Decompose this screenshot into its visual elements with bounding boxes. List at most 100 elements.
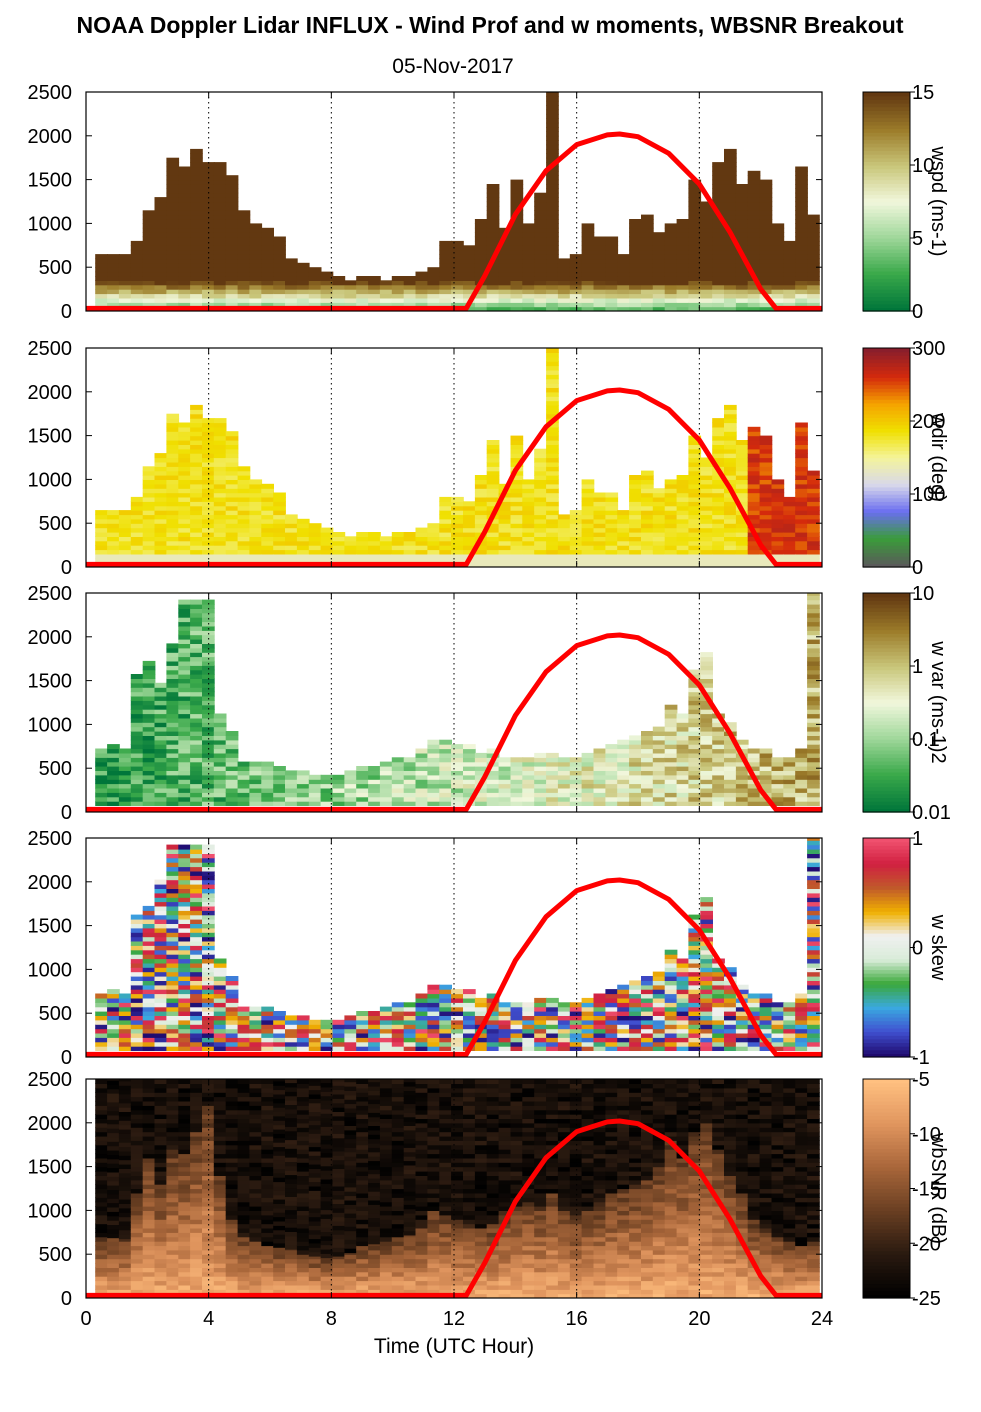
heatmap-cell [522, 757, 535, 763]
heatmap-cell [391, 1041, 405, 1047]
heatmap-cell [178, 1024, 191, 1030]
heatmap-cell [154, 796, 168, 802]
heatmap-cell [166, 731, 180, 736]
heatmap-cell [700, 501, 713, 507]
heatmap-cell [403, 783, 417, 789]
heatmap-cell [593, 1024, 607, 1030]
heatmap-cell [795, 501, 808, 507]
colorbar-swatch [863, 139, 910, 144]
colorbar-swatch [863, 618, 910, 623]
heatmap-cell [771, 779, 785, 785]
heatmap-cell [522, 1024, 535, 1030]
heatmap-cell [154, 984, 168, 990]
heatmap-cell [142, 744, 156, 750]
heatmap-cell [724, 175, 737, 181]
heatmap-cell [712, 453, 725, 459]
heatmap-cell [190, 558, 203, 564]
heatmap-cell [724, 448, 737, 454]
heatmap-cell [166, 892, 180, 898]
heatmap-cell [154, 205, 168, 211]
heatmap-cell [154, 914, 168, 920]
heatmap-cell [747, 289, 761, 295]
heatmap-cell [415, 748, 429, 754]
heatmap-cell [747, 426, 761, 432]
heatmap-cell [664, 280, 678, 286]
heatmap-cell [213, 166, 227, 172]
heatmap-cell [534, 757, 547, 763]
heatmap-cell [368, 558, 381, 564]
heatmap-cell [130, 722, 144, 728]
heatmap-cell [427, 1006, 441, 1012]
heatmap-cell [190, 505, 203, 511]
heatmap-cell [202, 954, 215, 960]
heatmap-cell [795, 297, 808, 303]
heatmap-cell [142, 523, 156, 529]
heatmap-cell [569, 1037, 583, 1043]
heatmap-cell [439, 549, 452, 555]
heatmap-cell [522, 1002, 535, 1008]
heatmap-cell [747, 170, 761, 176]
heatmap-cell [451, 262, 464, 268]
heatmap-cell [190, 757, 203, 763]
heatmap-cell [629, 735, 642, 741]
heatmap-cell [617, 997, 630, 1003]
heatmap-cell [546, 148, 559, 154]
colorbar-swatch [863, 519, 910, 524]
colorbar-swatch [863, 1038, 910, 1044]
heatmap-cell [463, 514, 476, 520]
heatmap-cell [534, 801, 547, 806]
heatmap-cell [557, 1028, 571, 1034]
heatmap-cell [130, 276, 144, 281]
heatmap-cell [166, 945, 180, 951]
heatmap-cell [166, 647, 180, 653]
heatmap-cell [308, 796, 322, 802]
heatmap-cell [356, 1041, 369, 1047]
heatmap-cell [546, 179, 559, 185]
heatmap-cell [712, 752, 725, 758]
heatmap-cell [225, 1002, 239, 1008]
heatmap-cell [522, 232, 535, 238]
heatmap-cell [237, 479, 251, 485]
heatmap-cell [154, 214, 168, 220]
heatmap-cell [771, 801, 785, 806]
heatmap-cell [641, 997, 654, 1003]
heatmap-cell [688, 757, 702, 763]
heatmap-cell [391, 792, 405, 798]
heatmap-cell [546, 501, 559, 507]
heatmap-cell [213, 210, 227, 216]
heatmap-cell [178, 166, 191, 172]
heatmap-cell [190, 205, 203, 211]
heatmap-cell [403, 757, 417, 763]
heatmap-cell [510, 188, 524, 194]
heatmap-cell [712, 306, 725, 311]
heatmap-cell [415, 297, 429, 303]
heatmap-cell [617, 1011, 630, 1016]
heatmap-cell [130, 757, 144, 763]
heatmap-cell [427, 774, 441, 780]
heatmap-cell [391, 770, 405, 776]
heatmap-cell [700, 997, 713, 1003]
heatmap-cell [510, 249, 524, 255]
heatmap-cell [676, 258, 690, 264]
heatmap-cell [807, 927, 820, 933]
heatmap-cell [747, 783, 761, 789]
heatmap-cell [178, 678, 191, 684]
heatmap-cell [415, 558, 429, 564]
heatmap-cell [747, 258, 761, 264]
heatmap-cell [593, 276, 607, 281]
heatmap-cell [795, 514, 808, 520]
heatmap-cell [783, 518, 796, 524]
heatmap-cell [676, 240, 690, 246]
heatmap-cell [261, 1006, 274, 1012]
heatmap-cell [688, 245, 702, 251]
heatmap-cell [688, 713, 702, 719]
heatmap-cell [190, 527, 203, 533]
colorbar-swatch [863, 263, 910, 268]
heatmap-cell [522, 501, 535, 507]
heatmap-cell [795, 236, 808, 242]
heatmap-cell [759, 787, 773, 793]
heatmap-cell [664, 989, 678, 995]
heatmap-cell [807, 787, 820, 793]
heatmap-cell [783, 271, 796, 277]
heatmap-cell [190, 422, 203, 428]
